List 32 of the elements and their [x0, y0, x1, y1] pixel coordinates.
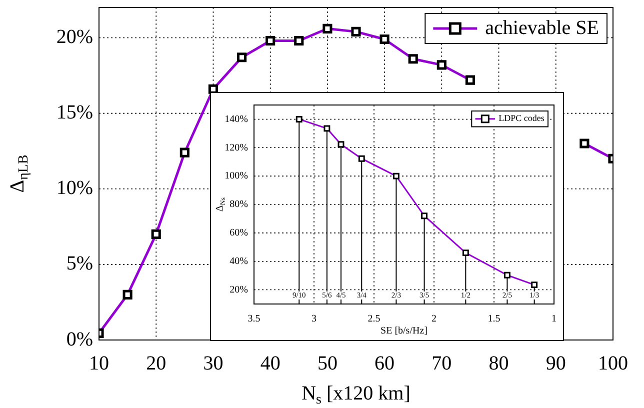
x-tick-label: 3 — [312, 314, 316, 325]
y-tick-label: 15% — [56, 102, 94, 124]
y-tick-label: 140% — [224, 114, 248, 125]
x-tick-label: 60 — [374, 352, 395, 374]
x-tick-label: 2 — [432, 314, 436, 325]
x-tick-label: 1 — [552, 314, 556, 325]
legend-label: LDPC codes — [498, 113, 545, 124]
y-tick-label: 40% — [230, 256, 248, 267]
x-tick-label: 70 — [432, 352, 452, 374]
y-tick-label: 0% — [66, 328, 94, 350]
y-tick-label: 80% — [230, 199, 248, 210]
y-tick-label: 10% — [56, 177, 94, 200]
y-axis-title: ΔηLB — [6, 154, 32, 193]
y-tick-label: 100% — [224, 170, 248, 182]
y-tick-label: 20% — [230, 284, 248, 296]
x-tick-label: 2.5 — [368, 314, 380, 325]
y-tick-label: 120% — [224, 142, 248, 154]
x-tick-label: 20 — [146, 352, 166, 374]
x-tick-label: 100 — [598, 352, 628, 374]
x-tick-label: 1.5 — [488, 314, 500, 325]
x-tick-label: 90 — [546, 352, 566, 374]
y-tick-label: 60% — [230, 228, 248, 239]
x-axis-title: SE [b/s/Hz] — [380, 326, 428, 337]
y-tick-label: 5% — [66, 252, 94, 275]
x-tick-label: 30 — [203, 352, 224, 374]
x-tick-label: 10 — [89, 352, 109, 374]
x-tick-label: 80 — [488, 352, 509, 374]
y-tick-label: 20% — [56, 26, 94, 48]
x-tick-label: 50 — [317, 352, 338, 374]
legend-label: achievable SE — [485, 16, 600, 39]
x-tick-label: 40 — [260, 352, 280, 374]
x-tick-label: 3.5 — [248, 314, 260, 325]
